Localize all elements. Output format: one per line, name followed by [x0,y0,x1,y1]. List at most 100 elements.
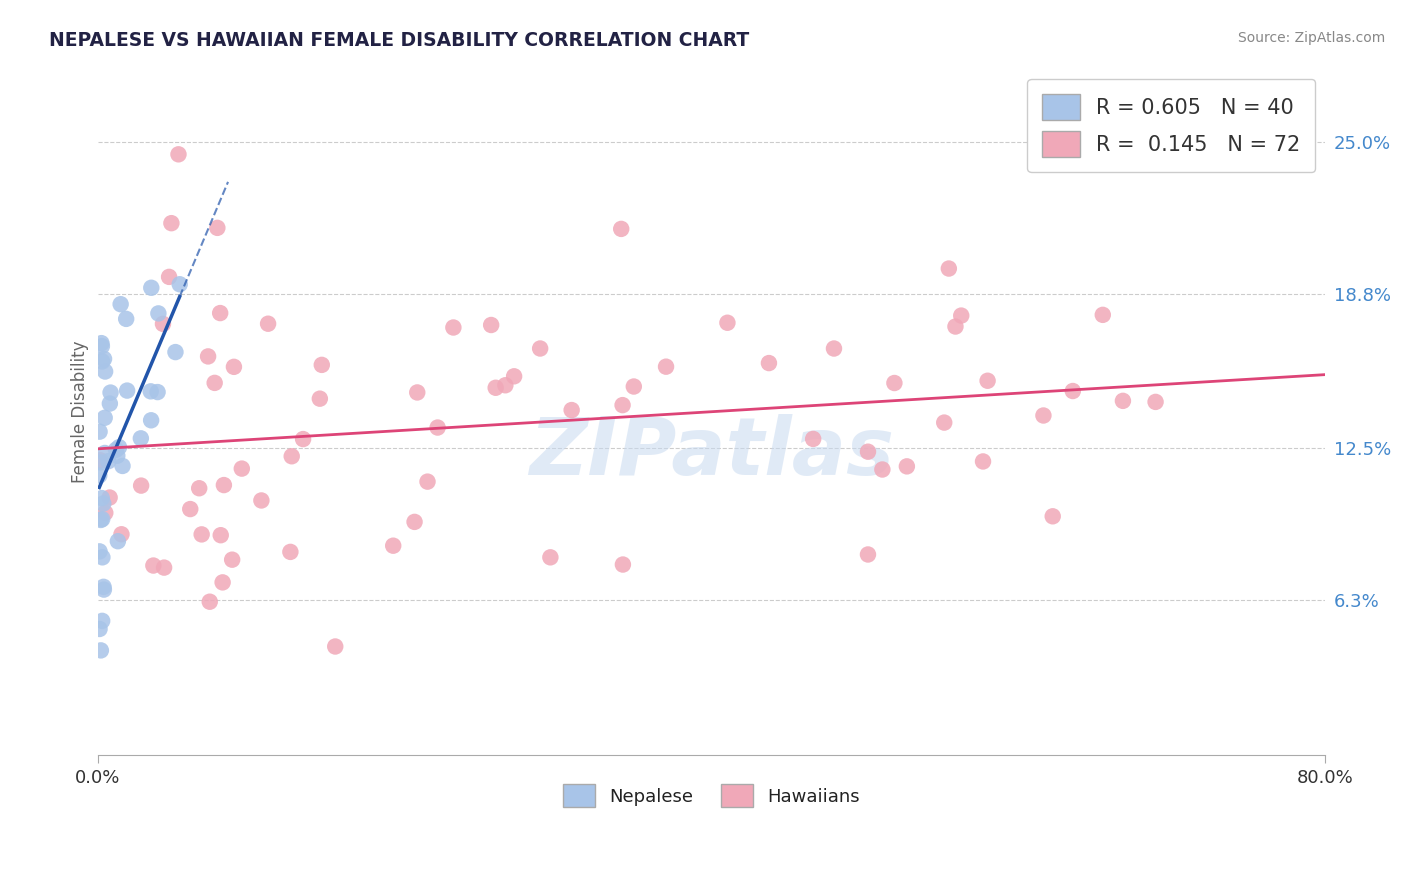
Point [93,582,115,597]
Point [97,454,120,468]
Point [209,528,232,542]
Point [1091,308,1114,322]
Point [280,450,302,464]
Point [716,316,738,330]
Point [758,356,780,370]
Point [129,431,152,445]
Point [89,455,111,469]
Point [90,643,112,657]
Point [1042,509,1064,524]
Point [90,336,112,351]
Point [110,297,132,311]
Point [222,359,245,374]
Point [90,339,112,353]
Point [494,378,516,392]
Point [160,216,183,230]
Point [94,364,117,378]
Point [90,491,112,505]
Point [93,580,115,594]
Point [110,527,132,541]
Text: ZIPatlas: ZIPatlas [529,414,894,491]
Point [94,446,117,460]
Point [141,281,163,295]
Point [801,432,824,446]
Point [107,534,129,549]
Point [250,493,273,508]
Point [1112,393,1135,408]
Point [100,385,122,400]
Point [105,442,128,457]
Point [1062,384,1084,398]
Point [157,269,180,284]
Point [115,311,138,326]
Point [976,374,998,388]
Point [169,277,191,292]
Point [308,392,330,406]
Point [165,345,187,359]
Point [311,358,333,372]
Point [139,413,162,427]
Point [416,475,439,489]
Point [146,385,169,400]
Point [211,575,233,590]
Point [212,478,235,492]
Point [91,497,114,511]
Point [139,384,162,399]
Point [856,444,879,458]
Point [382,539,405,553]
Point [406,385,429,400]
Point [292,432,315,446]
Point [98,491,121,505]
Point [231,461,253,475]
Point [612,398,634,412]
Point [190,527,212,541]
Point [538,550,561,565]
Point [207,220,229,235]
Point [623,379,645,393]
Point [89,425,111,439]
Point [1144,395,1167,409]
Point [426,420,449,434]
Point [129,478,152,492]
Point [105,449,128,463]
Point [612,558,634,572]
Point [529,342,551,356]
Point [856,548,879,562]
Point [188,481,211,495]
Point [198,595,221,609]
Point [167,147,190,161]
Text: NEPALESE VS HAWAIIAN FEMALE DISABILITY CORRELATION CHART: NEPALESE VS HAWAIIAN FEMALE DISABILITY C… [49,31,749,50]
Point [91,354,114,368]
Point [441,320,464,334]
Point [89,453,111,467]
Point [179,502,201,516]
Point [950,309,973,323]
Point [111,458,134,473]
Point [1032,409,1054,423]
Point [404,515,426,529]
Point [197,350,219,364]
Point [938,261,960,276]
Point [896,459,918,474]
Point [257,317,280,331]
Point [479,318,502,332]
Point [945,319,967,334]
Point [108,440,131,454]
Point [485,381,508,395]
Point [823,342,845,356]
Point [91,614,114,628]
Point [89,468,111,483]
Text: Source: ZipAtlas.com: Source: ZipAtlas.com [1237,31,1385,45]
Y-axis label: Female Disability: Female Disability [72,341,89,483]
Point [323,640,346,654]
Point [152,317,174,331]
Point [655,359,678,374]
Point [561,403,583,417]
Point [93,351,115,366]
Legend: Nepalese, Hawaiians: Nepalese, Hawaiians [555,777,868,814]
Point [89,622,111,636]
Point [503,369,526,384]
Point [93,410,115,425]
Point [115,384,138,398]
Point [91,512,114,526]
